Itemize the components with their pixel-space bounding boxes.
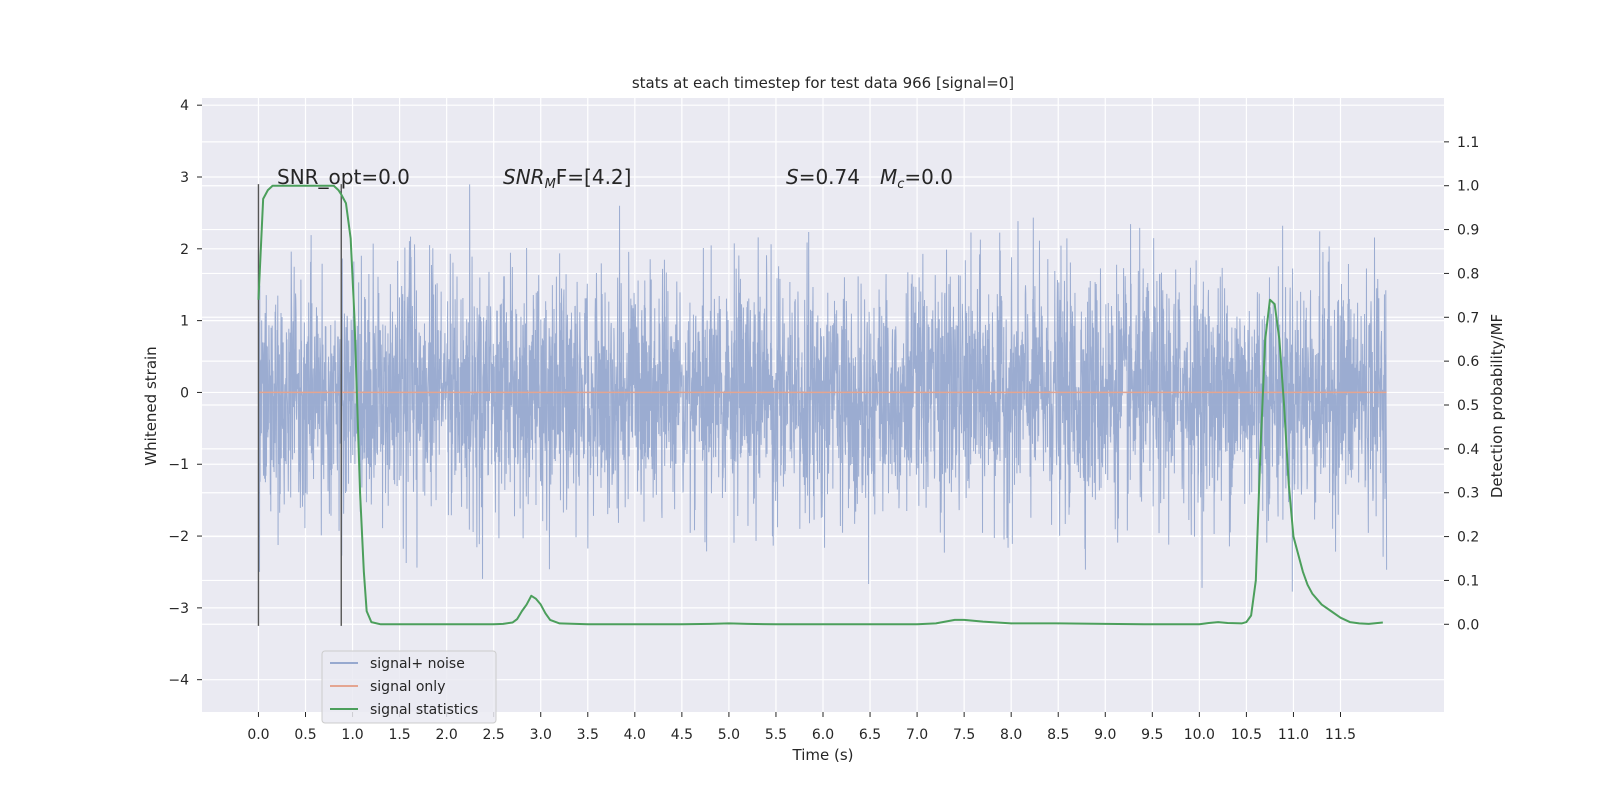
y-right-tick-label: 0.2 (1457, 530, 1479, 546)
y-right-tick-label: 0.0 (1457, 617, 1479, 633)
x-tick-label: 6.5 (859, 727, 881, 743)
annotation-s-value: =0.74 (799, 165, 860, 189)
annotation-snr-mf-suffix: F=[4.2] (556, 165, 632, 189)
x-tick-label: 0.0 (247, 727, 269, 743)
x-tick-label: 1.0 (341, 727, 363, 743)
x-tick-label: 8.0 (1000, 727, 1022, 743)
y-right-tick-label: 1.1 (1457, 135, 1479, 151)
x-tick-label: 10.5 (1231, 727, 1262, 743)
annotation-mc-prefix: M (880, 165, 897, 189)
annotation-snr-opt: SNR_opt=0.0 (277, 165, 410, 189)
x-tick-label: 9.0 (1094, 727, 1116, 743)
annotation-s: S=0.74 (786, 165, 860, 189)
signal-noise-line (257, 184, 1388, 592)
x-axis-ticks: 0.0 0.5 1.0 1.5 2.0 2.5 3.0 3.5 4.0 4.5 5.0 5.5 6.0 6… (247, 712, 1356, 743)
y-left-tick-label: 1 (180, 314, 189, 330)
y-left-tick-label: 0 (180, 385, 189, 401)
y-left-axis-ticks: −4 −3 −2 −1 0 1 2 3 4 (168, 98, 202, 689)
x-tick-label: 11.0 (1278, 727, 1309, 743)
x-tick-label: 8.5 (1047, 727, 1069, 743)
y-right-tick-label: 0.3 (1457, 486, 1479, 502)
x-tick-label: 6.0 (812, 727, 834, 743)
y-left-tick-label: −2 (168, 529, 189, 545)
legend-box (321, 650, 497, 724)
annotation-mc: Mc=0.0 (880, 165, 953, 192)
y-right-tick-label: 0.5 (1457, 398, 1479, 414)
y-right-axis-title: Detection probability/MF (1488, 314, 1506, 498)
x-tick-label: 1.5 (388, 727, 410, 743)
y-left-tick-label: 3 (180, 170, 189, 186)
annotation-s-prefix: S (786, 165, 799, 189)
y-right-tick-label: 0.4 (1457, 442, 1479, 458)
x-tick-label: 7.5 (953, 727, 975, 743)
x-tick-label: 10.0 (1184, 727, 1215, 743)
y-left-tick-label: −1 (168, 457, 189, 473)
y-right-tick-label: 0.9 (1457, 223, 1479, 239)
y-right-tick-label: 0.6 (1457, 354, 1479, 370)
annotation-snr-mf-prefix: SNR (503, 165, 545, 189)
y-left-tick-label: 2 (180, 242, 189, 258)
legend-label-signal-statistics: signal statistics (370, 702, 478, 718)
x-tick-label: 4.5 (671, 727, 693, 743)
legend: signal+ noise signal only signal statist… (321, 650, 497, 724)
y-right-tick-label: 1.0 (1457, 179, 1479, 195)
x-tick-label: 4.0 (624, 727, 646, 743)
y-right-tick-label: 0.1 (1457, 573, 1479, 589)
y-right-tick-label: 0.8 (1457, 266, 1479, 282)
x-axis-title: Time (s) (792, 746, 854, 764)
legend-label-signal-only: signal only (370, 679, 445, 695)
x-tick-label: 2.5 (483, 727, 505, 743)
x-tick-label: 3.5 (577, 727, 599, 743)
x-tick-label: 9.5 (1141, 727, 1163, 743)
y-left-tick-label: 4 (180, 98, 189, 114)
y-left-axis-title: Whitened strain (142, 346, 160, 465)
chart-title: stats at each timestep for test data 966… (632, 74, 1014, 92)
y-left-tick-label: −3 (168, 601, 189, 617)
x-tick-label: 7.0 (906, 727, 928, 743)
y-left-tick-label: −4 (168, 673, 189, 689)
y-right-axis-ticks: 0.0 0.1 0.2 0.3 0.4 0.5 0.6 0.7 0.8 0.9 1.0 1.1 (1444, 135, 1479, 633)
vertical-markers (257, 184, 342, 626)
signal-statistics-line (257, 184, 1383, 626)
series-signal-statistics (257, 184, 1383, 626)
x-tick-label: 5.5 (765, 727, 787, 743)
series-signal-noise (257, 184, 1388, 592)
x-tick-label: 0.5 (294, 727, 316, 743)
x-tick-label: 2.0 (436, 727, 458, 743)
x-tick-label: 5.0 (718, 727, 740, 743)
annotation-mc-value: =0.0 (904, 165, 953, 189)
annotation-snr-mf-sub: M (545, 177, 556, 192)
x-tick-label: 3.0 (530, 727, 552, 743)
annotation-snr-mf: SNRMF=[4.2] (503, 165, 631, 192)
legend-label-signal-noise: signal+ noise (370, 656, 465, 672)
y-right-tick-label: 0.7 (1457, 310, 1479, 326)
x-tick-label: 11.5 (1325, 727, 1356, 743)
annotation-mc-sub: c (897, 177, 904, 192)
